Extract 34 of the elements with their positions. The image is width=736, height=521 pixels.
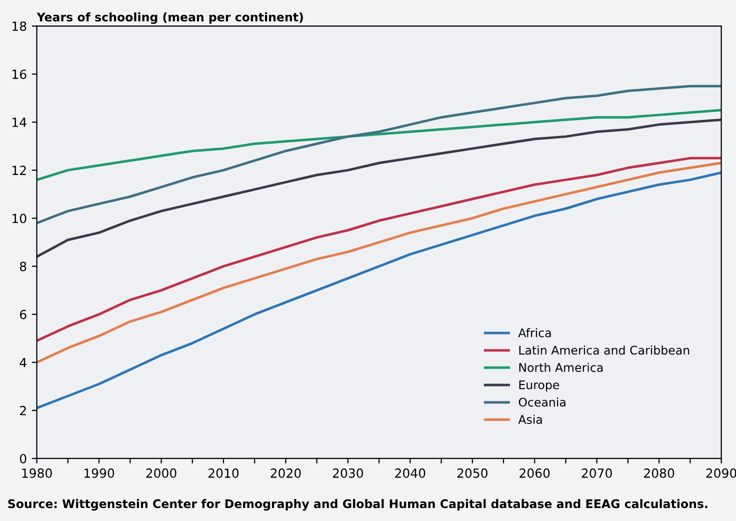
x-tick-label: 2030 [332,468,364,478]
legend-label: Asia [518,414,542,424]
line-series [36,118,722,258]
y-tick-label: 12 [12,166,26,175]
x-tick-label: 2010 [208,468,239,478]
y-tick-label: 8 [20,262,26,272]
x-tick-label: 2040 [395,468,426,478]
y-tick-label: 4 [20,358,26,368]
line-series [36,171,722,410]
x-tick-label: 1980 [22,468,52,478]
legend-label: North America [519,362,603,372]
y-tick-label: 6 [20,310,26,320]
legend-label: Africa [518,328,551,338]
y-tick-label: 14 [12,118,26,127]
y-tick-label: 2 [20,406,26,416]
x-tick-label: 2090 [706,468,736,478]
x-tick-label: 2050 [457,468,488,478]
y-tick-label: 0 [20,454,26,464]
x-tick-label: 1990 [84,468,114,478]
legend-label: Oceania [518,397,566,407]
x-tick-label: 2020 [270,468,301,478]
legend-label: Europe [519,380,560,392]
x-tick-label: 2000 [146,468,176,478]
y-tick-label: 18 [12,22,26,31]
source-note: Source: Wittgenstein Center for Demography and Global Human Capital database and EEAG calculations. [8,499,708,511]
x-tick-label: 2070 [582,468,612,478]
x-tick-label: 2080 [644,468,674,478]
y-tick-label: 10 [12,214,26,224]
y-tick-label: 16 [12,70,26,80]
y-axis-title: Years of schooling (mean per continent) [36,12,303,24]
x-tick-label: 2060 [520,468,550,478]
legend-label: Latin America and Caribbean [519,345,690,355]
line-series [36,108,722,182]
line-series [36,84,722,224]
